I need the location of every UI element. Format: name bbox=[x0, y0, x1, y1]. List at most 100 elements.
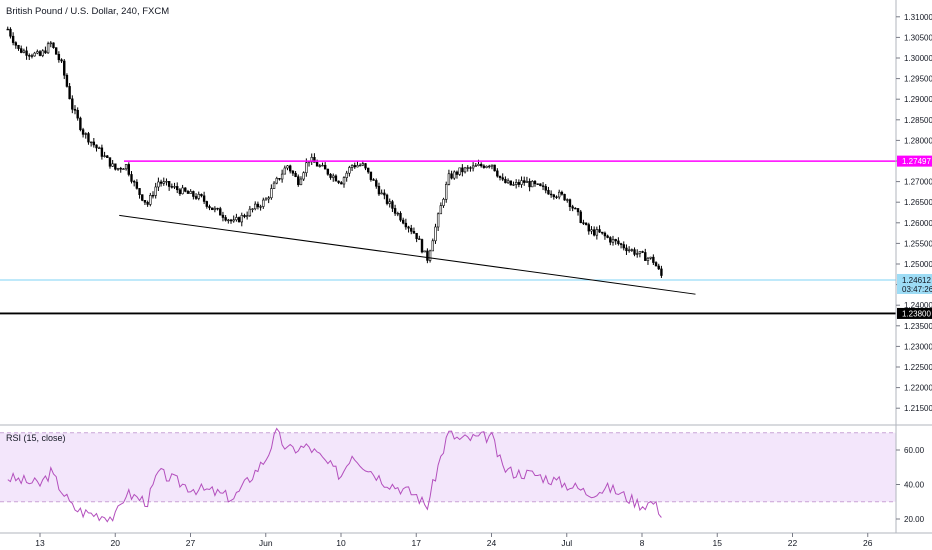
candle-body bbox=[176, 186, 179, 191]
price-tick-label: 1.22500 bbox=[904, 363, 932, 372]
price-tick-label: 1.31000 bbox=[904, 13, 932, 22]
support-price-tag-bg bbox=[897, 307, 932, 319]
candle-body bbox=[369, 171, 373, 180]
candle-body bbox=[541, 185, 545, 187]
candle-body bbox=[202, 195, 206, 202]
candle-body bbox=[44, 50, 47, 54]
candle-body bbox=[167, 181, 171, 187]
candles bbox=[6, 26, 663, 278]
candle-body bbox=[122, 168, 125, 170]
candle-body bbox=[159, 181, 163, 184]
support-price-tag: 1.23800 bbox=[902, 309, 931, 318]
candle-body bbox=[584, 222, 588, 225]
candle-body bbox=[19, 48, 23, 53]
candle-body bbox=[103, 155, 106, 157]
candle-body bbox=[560, 191, 564, 195]
candle-body bbox=[383, 192, 386, 196]
candle-body bbox=[248, 208, 252, 217]
time-tick-label: 26 bbox=[863, 538, 873, 548]
candle-body bbox=[68, 86, 71, 100]
candle-body bbox=[245, 215, 249, 218]
candle-body bbox=[256, 203, 260, 208]
trendline bbox=[119, 214, 696, 295]
candle-body bbox=[528, 180, 531, 188]
candle-body bbox=[426, 250, 429, 261]
candle-body bbox=[568, 199, 572, 207]
candle-body bbox=[315, 162, 319, 167]
candle-body bbox=[87, 133, 90, 143]
candle-body bbox=[54, 47, 58, 55]
candle-body bbox=[76, 109, 79, 119]
candle-body bbox=[490, 164, 494, 167]
time-tick-label: 10 bbox=[336, 538, 346, 548]
candle-body bbox=[385, 194, 389, 204]
time-tick-label: 22 bbox=[788, 538, 798, 548]
candle-body bbox=[399, 212, 402, 221]
candle-body bbox=[181, 187, 184, 195]
price-tick-label: 1.27000 bbox=[904, 178, 932, 187]
candle-body bbox=[124, 164, 128, 170]
candle-body bbox=[434, 226, 437, 242]
candle-body bbox=[240, 215, 243, 223]
candle-body bbox=[652, 256, 655, 263]
current-price-tag: 1.24612 bbox=[902, 276, 931, 285]
rsi-band bbox=[0, 432, 896, 502]
candle-body bbox=[141, 194, 144, 201]
candle-body bbox=[286, 165, 289, 169]
candle-body bbox=[606, 235, 609, 238]
candle-body bbox=[254, 203, 257, 210]
candle-body bbox=[235, 217, 238, 221]
candle-body bbox=[278, 178, 281, 180]
candle-body bbox=[237, 217, 241, 223]
candle-body bbox=[135, 181, 139, 189]
candle-body bbox=[262, 199, 265, 207]
candle-body bbox=[11, 35, 15, 43]
candle-body bbox=[350, 165, 354, 168]
rsi-tick-label: 20.00 bbox=[904, 515, 925, 524]
resistance-price-tag-bg bbox=[897, 155, 932, 167]
candle-body bbox=[79, 117, 82, 130]
candle-body bbox=[461, 167, 464, 173]
candle-body bbox=[200, 193, 203, 197]
time-tick-label: 15 bbox=[713, 538, 723, 548]
candle-body bbox=[132, 181, 136, 183]
candle-body bbox=[646, 257, 650, 261]
candle-body bbox=[523, 180, 526, 183]
candle-body bbox=[587, 224, 590, 232]
candle-body bbox=[504, 178, 507, 184]
candle-body bbox=[321, 164, 324, 167]
price-tick-label: 1.25000 bbox=[904, 260, 932, 269]
candle-body bbox=[595, 229, 599, 236]
candle-body bbox=[482, 165, 486, 168]
candle-body bbox=[130, 174, 133, 182]
candle-body bbox=[520, 180, 523, 185]
chart-title: British Pound / U.S. Dollar, 240, FXCM bbox=[6, 6, 169, 17]
candle-body bbox=[514, 182, 518, 185]
candle-body bbox=[512, 184, 515, 186]
candle-body bbox=[603, 232, 607, 237]
rsi-tick-label: 60.00 bbox=[904, 446, 925, 455]
candle-body bbox=[84, 133, 87, 135]
candle-body bbox=[280, 173, 284, 180]
candle-body bbox=[356, 165, 359, 168]
candle-body bbox=[17, 44, 20, 49]
time-tick-label: 20 bbox=[111, 538, 121, 548]
candle-body bbox=[420, 239, 424, 253]
price-tick-label: 1.30500 bbox=[904, 33, 932, 42]
candle-body bbox=[318, 165, 321, 167]
candle-body bbox=[619, 243, 623, 245]
candle-body bbox=[479, 163, 483, 167]
candle-body bbox=[644, 252, 647, 261]
candle-body bbox=[436, 213, 440, 228]
candle-body bbox=[638, 251, 642, 254]
candle-body bbox=[367, 167, 370, 173]
candle-body bbox=[46, 43, 50, 54]
candle-body bbox=[297, 176, 300, 186]
candle-body bbox=[65, 74, 69, 87]
candle-body bbox=[415, 232, 418, 240]
price-tick-label: 1.30000 bbox=[904, 54, 932, 63]
candle-body bbox=[221, 214, 225, 218]
candle-body bbox=[582, 222, 585, 224]
countdown-tag: 03:47:26 bbox=[902, 285, 932, 294]
time-tick-label: 27 bbox=[186, 538, 196, 548]
